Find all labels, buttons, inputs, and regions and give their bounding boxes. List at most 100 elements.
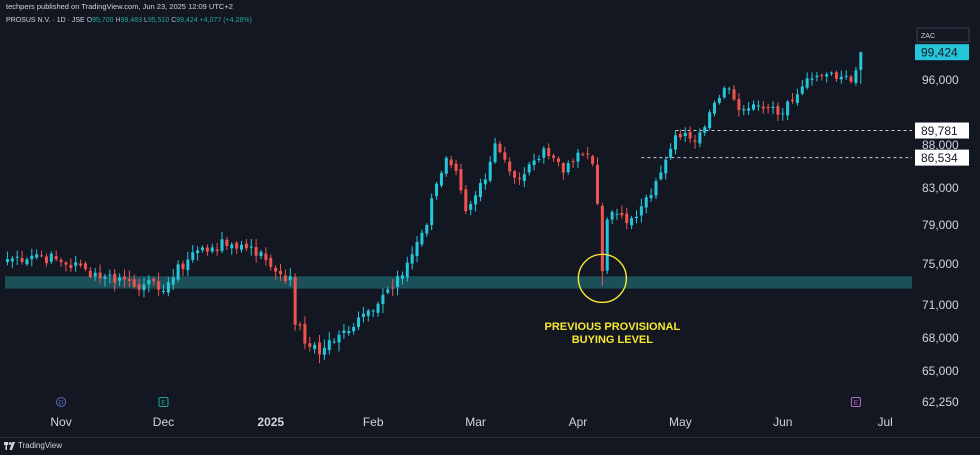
candle — [132, 274, 136, 289]
candle — [561, 161, 565, 180]
candle-body — [386, 289, 390, 293]
candle-body — [5, 259, 9, 263]
candle — [425, 223, 429, 237]
candle — [279, 263, 283, 281]
candle-body — [698, 132, 702, 144]
candle-body — [415, 242, 419, 256]
footer-brand[interactable]: TradingView — [18, 441, 63, 450]
candle-body — [556, 158, 560, 162]
dividend-marker-icon — [56, 397, 67, 407]
currency-label: ZAC — [921, 33, 935, 40]
candle-body — [444, 157, 448, 174]
chart-background — [0, 0, 980, 437]
candle — [586, 146, 590, 160]
candle-body — [79, 263, 83, 266]
candle — [474, 191, 478, 212]
candle-body — [400, 275, 404, 279]
candle-body — [239, 244, 244, 250]
candle — [791, 92, 795, 104]
candle-body — [776, 105, 780, 115]
candle — [542, 146, 546, 164]
candle-body — [742, 109, 746, 111]
candle — [854, 66, 858, 86]
candle-body — [659, 172, 663, 180]
highlight-circle — [577, 253, 628, 304]
candle — [210, 243, 214, 254]
candle — [5, 251, 9, 266]
candle — [161, 284, 165, 295]
candle — [205, 244, 209, 256]
candle-body — [513, 171, 517, 178]
candle — [313, 341, 317, 354]
candle-body — [54, 256, 58, 260]
candle — [200, 245, 205, 253]
candle-body — [69, 264, 73, 268]
open-value: 95,700 — [92, 17, 114, 24]
candle-body — [113, 273, 117, 283]
high-label: H — [115, 17, 121, 24]
candle — [44, 253, 48, 267]
candle — [659, 165, 663, 181]
candle — [552, 153, 556, 162]
candle-body — [654, 181, 658, 196]
y-tick-label: 65,000 — [922, 364, 959, 378]
candle — [625, 207, 629, 230]
candle — [415, 235, 419, 263]
candle — [352, 322, 356, 335]
candle — [493, 137, 497, 164]
symbol-ohlc-line: PROSUS N.V. · 1D · JSE O95,700 H99,483 L… — [6, 17, 252, 24]
candle — [88, 267, 92, 279]
candle — [576, 149, 580, 168]
candle — [766, 103, 770, 114]
candle — [435, 181, 439, 200]
candle-body — [244, 243, 248, 249]
candle — [239, 241, 244, 253]
candle — [591, 154, 595, 167]
candle-body — [225, 239, 229, 246]
candle-body — [322, 347, 326, 355]
candle — [830, 71, 834, 76]
candle — [288, 267, 292, 287]
y-tick-label: 83,000 — [922, 181, 959, 195]
y-tick-label: 79,000 — [922, 218, 959, 232]
candle — [20, 250, 24, 265]
x-tick-label: May — [669, 415, 692, 429]
candle-body — [137, 284, 141, 290]
candle-body — [83, 263, 87, 270]
candle — [25, 257, 29, 266]
candle — [825, 72, 829, 83]
candle — [225, 236, 229, 251]
candle-body — [274, 267, 278, 272]
candle-body — [166, 282, 170, 293]
candle — [259, 249, 263, 260]
candle — [630, 215, 634, 230]
candle-body — [571, 161, 575, 163]
symbol-title[interactable]: PROSUS N.V. · 1D · JSE — [6, 17, 85, 24]
candle-body — [717, 98, 721, 103]
annotation-line-1: PREVIOUS PROVISIONAL — [545, 321, 681, 333]
candle — [10, 255, 14, 268]
candle — [322, 339, 326, 360]
candle — [532, 153, 536, 171]
candle — [581, 152, 585, 156]
candle-body — [161, 290, 165, 292]
candle-body — [805, 78, 809, 88]
candle — [742, 105, 746, 116]
candle — [615, 208, 619, 221]
candle-body — [44, 256, 48, 264]
y-axis[interactable]: ZAC 96,000 88,000 83,000 79,000 75,000 71,000 6… — [915, 27, 970, 409]
candle-body — [815, 75, 819, 78]
candle — [64, 260, 68, 272]
candle — [74, 255, 78, 272]
candle-body — [64, 262, 68, 265]
candle-body — [786, 101, 790, 116]
candle-body — [708, 112, 712, 129]
candle-body — [576, 152, 580, 162]
candle — [537, 155, 541, 163]
candle-body — [732, 89, 736, 100]
candle-body — [425, 225, 429, 234]
y-tick-label: 96,000 — [922, 73, 959, 87]
candle — [844, 70, 848, 80]
candle — [35, 249, 39, 260]
